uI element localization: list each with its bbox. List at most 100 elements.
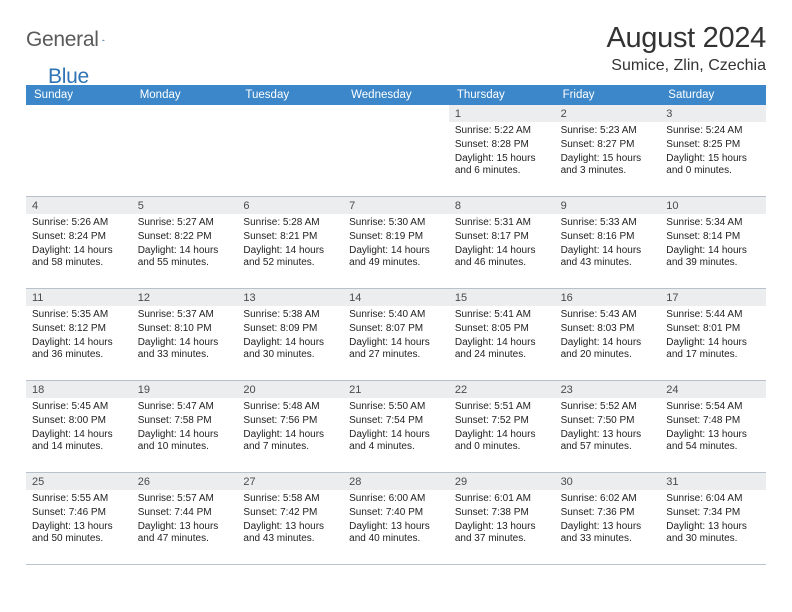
calendar-cell: 23Sunrise: 5:52 AMSunset: 7:50 PMDayligh… — [555, 381, 661, 473]
day-number: 15 — [449, 289, 555, 306]
calendar-cell: 21Sunrise: 5:50 AMSunset: 7:54 PMDayligh… — [343, 381, 449, 473]
calendar-cell: 1Sunrise: 5:22 AMSunset: 8:28 PMDaylight… — [449, 105, 555, 197]
calendar-cell: 8Sunrise: 5:31 AMSunset: 8:17 PMDaylight… — [449, 197, 555, 289]
calendar-cell — [237, 105, 343, 197]
sunrise-text: Sunrise: 6:04 AM — [666, 493, 760, 506]
sunset-text: Sunset: 7:44 PM — [138, 507, 232, 520]
calendar-cell: 27Sunrise: 5:58 AMSunset: 7:42 PMDayligh… — [237, 473, 343, 565]
calendar-cell — [343, 105, 449, 197]
sunrise-text: Sunrise: 5:33 AM — [561, 217, 655, 230]
day-number: 22 — [449, 381, 555, 398]
weekday-label: Wednesday — [343, 89, 449, 101]
sunset-text: Sunset: 8:16 PM — [561, 231, 655, 244]
weekday-label: Sunday — [26, 89, 132, 101]
day-number: 24 — [660, 381, 766, 398]
daylight-text: Daylight: 14 hours and 17 minutes. — [666, 337, 760, 363]
daylight-text: Daylight: 14 hours and 46 minutes. — [455, 245, 549, 271]
sunrise-text: Sunrise: 6:00 AM — [349, 493, 443, 506]
calendar-cell: 26 Sunrise: 5:57 AMSunset: 7:44 PMDayligh… — [132, 473, 238, 565]
calendar-cell: 17Sunrise: 5:44 AMSunset: 8:01 PMDayligh… — [660, 289, 766, 381]
daylight-text: Daylight: 13 hours and 30 minutes. — [666, 521, 760, 547]
title-block: August 2024 Sumice, Zlin, Czechia — [606, 22, 766, 75]
day-number: 30 — [555, 473, 661, 490]
day-number: 2 — [555, 105, 661, 122]
day-number: 10 — [660, 197, 766, 214]
sunset-text: Sunset: 7:50 PM — [561, 415, 655, 428]
sunset-text: Sunset: 8:17 PM — [455, 231, 549, 244]
day-number: 6 — [237, 197, 343, 214]
calendar-cell: 29Sunrise: 6:01 AMSunset: 7:38 PMDayligh… — [449, 473, 555, 565]
sunrise-text: Sunrise: 5:43 AM — [561, 309, 655, 322]
sunset-text: Sunset: 8:19 PM — [349, 231, 443, 244]
day-number: 13 — [237, 289, 343, 306]
day-number: 26 — [132, 473, 238, 490]
day-number: 18 — [26, 381, 132, 398]
logo-text-gray: General — [26, 28, 99, 52]
day-number: 4 — [26, 197, 132, 214]
sunset-text: Sunset: 7:56 PM — [243, 415, 337, 428]
sunrise-text: Sunrise: 5:24 AM — [666, 125, 760, 138]
sunset-text: Sunset: 7:46 PM — [32, 507, 126, 520]
sunset-text: Sunset: 8:21 PM — [243, 231, 337, 244]
sunset-text: Sunset: 8:14 PM — [666, 231, 760, 244]
sunset-text: Sunset: 8:09 PM — [243, 323, 337, 336]
day-number: 5 — [132, 197, 238, 214]
sunrise-text: Sunrise: 5:54 AM — [666, 401, 760, 414]
sunset-text: Sunset: 7:54 PM — [349, 415, 443, 428]
calendar-cell: 9Sunrise: 5:33 AMSunset: 8:16 PMDaylight… — [555, 197, 661, 289]
daylight-text: Daylight: 14 hours and 7 minutes. — [243, 429, 337, 455]
weekday-label: Thursday — [449, 89, 555, 101]
header-row: General August 2024 Sumice, Zlin, Czechi… — [26, 22, 766, 75]
day-number: 1 — [449, 105, 555, 122]
day-number: 21 — [343, 381, 449, 398]
calendar-page: General August 2024 Sumice, Zlin, Czechi… — [0, 0, 792, 565]
sunrise-text: Sunrise: 5:55 AM — [32, 493, 126, 506]
calendar-cell — [26, 105, 132, 197]
sunset-text: Sunset: 8:27 PM — [561, 139, 655, 152]
sunrise-text: Sunrise: 5:30 AM — [349, 217, 443, 230]
sunset-text: Sunset: 8:24 PM — [32, 231, 126, 244]
calendar-cell: 16Sunrise: 5:43 AMSunset: 8:03 PMDayligh… — [555, 289, 661, 381]
sunset-text: Sunset: 7:58 PM — [138, 415, 232, 428]
daylight-text: Daylight: 13 hours and 37 minutes. — [455, 521, 549, 547]
sunrise-text: Sunrise: 5:35 AM — [32, 309, 126, 322]
daylight-text: Daylight: 13 hours and 50 minutes. — [32, 521, 126, 547]
sunset-text: Sunset: 8:07 PM — [349, 323, 443, 336]
calendar-cell: 31Sunrise: 6:04 AMSunset: 7:34 PMDayligh… — [660, 473, 766, 565]
sunrise-text: Sunrise: 5:45 AM — [32, 401, 126, 414]
daylight-text: Daylight: 14 hours and 58 minutes. — [32, 245, 126, 271]
daylight-text: Daylight: 13 hours and 33 minutes. — [561, 521, 655, 547]
calendar-cell: 30Sunrise: 6:02 AMSunset: 7:36 PMDayligh… — [555, 473, 661, 565]
sunrise-text: Sunrise: 5:51 AM — [455, 401, 549, 414]
sunset-text: Sunset: 7:42 PM — [243, 507, 337, 520]
sunset-text: Sunset: 7:48 PM — [666, 415, 760, 428]
sunset-text: Sunset: 7:36 PM — [561, 507, 655, 520]
calendar-cell: 25Sunrise: 5:55 AMSunset: 7:46 PMDayligh… — [26, 473, 132, 565]
daylight-text: Daylight: 14 hours and 36 minutes. — [32, 337, 126, 363]
sunrise-text: Sunrise: 6:01 AM — [455, 493, 549, 506]
calendar-cell — [132, 105, 238, 197]
calendar-cell: 20Sunrise: 5:48 AMSunset: 7:56 PMDayligh… — [237, 381, 343, 473]
daylight-text: Daylight: 13 hours and 57 minutes. — [561, 429, 655, 455]
daylight-text: Daylight: 13 hours and 47 minutes. — [138, 521, 232, 547]
sunrise-text: Sunrise: 5:27 AM — [138, 217, 232, 230]
sunset-text: Sunset: 8:01 PM — [666, 323, 760, 336]
sunrise-text: Sunrise: 5:57 AM — [138, 493, 232, 506]
calendar-cell: 11Sunrise: 5:35 AMSunset: 8:12 PMDayligh… — [26, 289, 132, 381]
daylight-text: Daylight: 13 hours and 54 minutes. — [666, 429, 760, 455]
calendar-cell: 10Sunrise: 5:34 AMSunset: 8:14 PMDayligh… — [660, 197, 766, 289]
daylight-text: Daylight: 13 hours and 40 minutes. — [349, 521, 443, 547]
daylight-text: Daylight: 15 hours and 6 minutes. — [455, 153, 549, 179]
day-number: 7 — [343, 197, 449, 214]
sunset-text: Sunset: 8:10 PM — [138, 323, 232, 336]
daylight-text: Daylight: 14 hours and 20 minutes. — [561, 337, 655, 363]
weekday-label: Saturday — [660, 89, 766, 101]
day-number: 31 — [660, 473, 766, 490]
daylight-text: Daylight: 14 hours and 27 minutes. — [349, 337, 443, 363]
day-number: 20 — [237, 381, 343, 398]
daylight-text: Daylight: 15 hours and 0 minutes. — [666, 153, 760, 179]
calendar-cell: 28Sunrise: 6:00 AMSunset: 7:40 PMDayligh… — [343, 473, 449, 565]
daylight-text: Daylight: 14 hours and 52 minutes. — [243, 245, 337, 271]
sunrise-text: Sunrise: 5:41 AM — [455, 309, 549, 322]
sunrise-text: Sunrise: 5:50 AM — [349, 401, 443, 414]
